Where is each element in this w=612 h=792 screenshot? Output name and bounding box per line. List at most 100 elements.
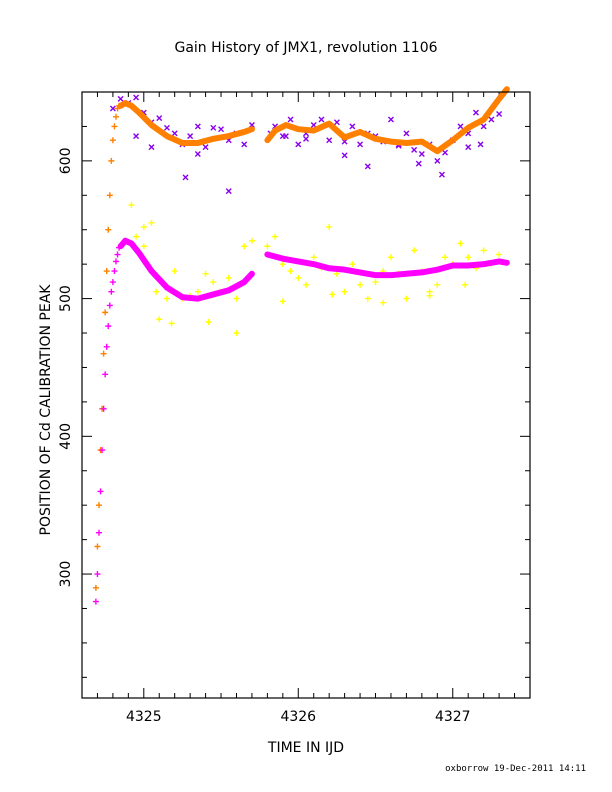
series-line — [264, 251, 510, 279]
data-point — [109, 279, 116, 286]
data-point — [279, 261, 286, 268]
x-tick-label: 4327 — [435, 709, 471, 725]
data-point — [112, 113, 119, 120]
data-point — [156, 316, 163, 323]
data-point — [111, 123, 118, 130]
data-point — [99, 447, 106, 454]
data-point — [303, 135, 309, 142]
data-point — [415, 160, 422, 167]
data-point — [103, 343, 110, 350]
data-point — [133, 94, 140, 101]
data-point — [94, 571, 101, 578]
data-point — [187, 133, 194, 140]
data-point — [411, 146, 418, 153]
data-point — [349, 123, 356, 130]
data-point — [106, 302, 113, 309]
data-point — [295, 141, 302, 148]
data-point — [403, 295, 410, 302]
data-point — [418, 150, 425, 157]
series-1 — [92, 102, 123, 591]
data-point — [326, 223, 333, 230]
data-point — [357, 281, 364, 288]
data-point — [279, 298, 286, 305]
data-point — [282, 133, 289, 140]
y-tick-label: 400 — [58, 423, 74, 450]
data-point — [472, 109, 479, 116]
x-tick-label: 4325 — [126, 709, 162, 725]
data-point — [426, 292, 433, 299]
data-point — [326, 137, 333, 144]
data-point — [95, 529, 102, 536]
data-point — [117, 95, 124, 102]
data-point — [205, 319, 212, 326]
data-point — [248, 237, 255, 244]
data-point — [387, 116, 394, 123]
data-point — [349, 261, 356, 268]
data-point — [133, 133, 140, 140]
data-point — [241, 243, 248, 250]
x-axis-label: TIME IN IJD — [267, 740, 344, 756]
data-point — [233, 330, 240, 337]
y-tick-label: 600 — [58, 147, 74, 174]
data-point — [287, 268, 294, 275]
data-point — [156, 115, 163, 122]
data-point — [102, 309, 109, 316]
data-point — [480, 123, 487, 130]
data-point — [163, 295, 170, 302]
axis-ticks: 4325 4326 4327 300 400 500 600 — [58, 91, 531, 725]
data-point — [264, 243, 271, 250]
data-point — [102, 371, 109, 378]
data-point — [318, 116, 325, 123]
data-point — [357, 141, 364, 148]
data-point — [488, 116, 495, 123]
data-point — [218, 126, 225, 133]
data-point — [194, 123, 201, 130]
series-3 — [264, 86, 510, 155]
data-point — [92, 598, 99, 605]
data-point — [92, 584, 99, 591]
data-point — [114, 251, 121, 258]
data-point — [272, 233, 279, 240]
plot-data — [92, 86, 510, 605]
series-line — [117, 237, 255, 302]
data-point — [303, 281, 309, 288]
data-point — [105, 323, 112, 330]
data-point — [171, 130, 178, 137]
plot-frame — [81, 91, 531, 699]
data-point — [153, 288, 160, 295]
data-point — [100, 350, 107, 357]
y-tick-label: 300 — [58, 561, 74, 588]
data-point — [210, 124, 217, 131]
data-point — [225, 188, 232, 195]
data-point — [133, 233, 140, 240]
data-point — [202, 144, 209, 151]
data-point — [295, 274, 302, 281]
data-point — [140, 243, 147, 250]
data-point — [457, 240, 464, 247]
data-point — [194, 150, 201, 157]
data-point — [329, 291, 336, 298]
series-line — [117, 100, 255, 146]
footer-credit: oxborrow 19-Dec-2011 14:11 — [445, 764, 586, 774]
data-point — [364, 163, 371, 170]
data-point — [287, 116, 294, 123]
data-point — [411, 247, 418, 254]
data-point — [465, 254, 472, 261]
data-point — [496, 251, 503, 258]
data-point — [100, 405, 107, 412]
data-point — [112, 258, 119, 265]
series-7 — [264, 251, 510, 279]
data-point — [457, 123, 464, 130]
data-point — [380, 299, 387, 306]
series-2 — [117, 100, 255, 146]
data-point — [97, 488, 104, 495]
data-point — [128, 201, 135, 208]
data-point — [233, 295, 240, 302]
series-6 — [117, 237, 255, 302]
data-point — [434, 157, 441, 164]
data-point — [111, 268, 118, 275]
data-point — [438, 171, 445, 178]
data-point — [310, 254, 317, 261]
data-point — [108, 157, 115, 164]
